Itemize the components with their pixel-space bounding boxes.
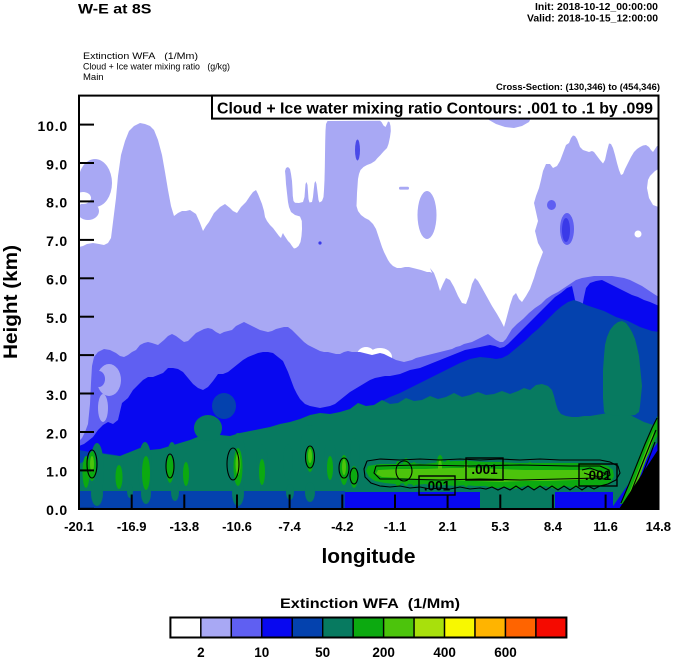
svg-text:6.0: 6.0 bbox=[46, 272, 68, 288]
svg-text:Cloud + Ice water mixing ratio: Cloud + Ice water mixing ratio Contours:… bbox=[217, 101, 653, 118]
svg-text:9.0: 9.0 bbox=[46, 156, 68, 172]
svg-text:Cloud + Ice water mixing ratio: Cloud + Ice water mixing ratio (g/kg) bbox=[83, 62, 230, 73]
svg-text:400: 400 bbox=[433, 645, 456, 660]
svg-text:Main: Main bbox=[83, 72, 104, 83]
svg-text:Extinction WFA (1/Mm): Extinction WFA (1/Mm) bbox=[280, 595, 460, 611]
svg-text:10: 10 bbox=[254, 645, 269, 660]
svg-text:Cross-Section: (130,346) to (4: Cross-Section: (130,346) to (454,346) bbox=[496, 82, 660, 92]
svg-text:5.3: 5.3 bbox=[491, 519, 509, 534]
svg-text:8.4: 8.4 bbox=[544, 519, 563, 534]
svg-text:1.0: 1.0 bbox=[46, 464, 68, 480]
svg-text:Valid: 2018-10-15_12:00:00: Valid: 2018-10-15_12:00:00 bbox=[527, 14, 658, 25]
svg-text:4.0: 4.0 bbox=[46, 348, 68, 364]
svg-text:7.0: 7.0 bbox=[46, 233, 68, 249]
svg-text:50: 50 bbox=[315, 645, 330, 660]
svg-text:5.0: 5.0 bbox=[46, 310, 68, 326]
svg-text:200: 200 bbox=[372, 645, 395, 660]
svg-text:8.0: 8.0 bbox=[46, 195, 68, 211]
svg-text:W-E at 8S: W-E at 8S bbox=[78, 1, 152, 17]
svg-text:longitude: longitude bbox=[322, 546, 416, 568]
svg-text:2.0: 2.0 bbox=[46, 425, 68, 441]
svg-text:.001: .001 bbox=[585, 468, 612, 483]
svg-text:600: 600 bbox=[494, 645, 517, 660]
svg-text:2: 2 bbox=[197, 645, 205, 660]
svg-text:-10.6: -10.6 bbox=[222, 519, 252, 534]
svg-text:.001: .001 bbox=[471, 462, 498, 477]
svg-text:Height (km): Height (km) bbox=[1, 245, 22, 359]
svg-text:10.0: 10.0 bbox=[38, 118, 68, 134]
svg-text:11.6: 11.6 bbox=[593, 519, 618, 534]
svg-text:3.0: 3.0 bbox=[46, 387, 68, 403]
svg-text:-7.4: -7.4 bbox=[278, 519, 301, 534]
svg-text:2.1: 2.1 bbox=[439, 519, 457, 534]
svg-text:14.8: 14.8 bbox=[646, 519, 671, 534]
svg-text:.001: .001 bbox=[424, 479, 451, 494]
svg-text:-16.9: -16.9 bbox=[117, 519, 147, 534]
svg-text:Extinction WFA (1/Mm): Extinction WFA (1/Mm) bbox=[83, 51, 198, 62]
svg-text:0.0: 0.0 bbox=[46, 502, 68, 518]
svg-text:-1.1: -1.1 bbox=[384, 519, 406, 534]
svg-text:-4.2: -4.2 bbox=[331, 519, 353, 534]
svg-text:-20.1: -20.1 bbox=[64, 519, 94, 534]
svg-text:-13.8: -13.8 bbox=[169, 519, 199, 534]
svg-text:Init: 2018-10-12_00:00:00: Init: 2018-10-12_00:00:00 bbox=[535, 2, 658, 13]
